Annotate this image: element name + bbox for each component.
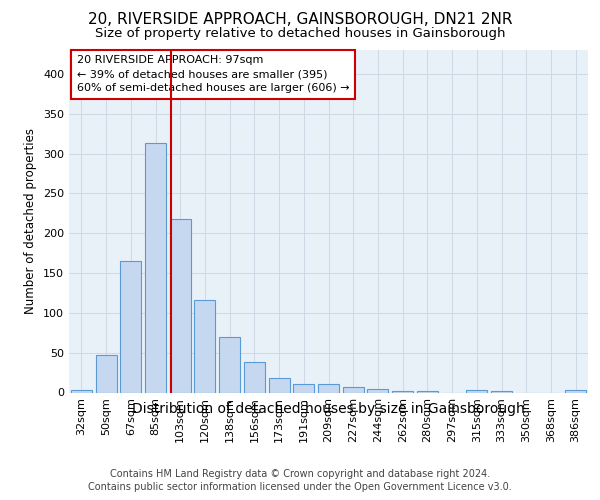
Bar <box>170 219 191 392</box>
Bar <box>392 391 413 392</box>
Text: Size of property relative to detached houses in Gainsborough: Size of property relative to detached ho… <box>95 28 505 40</box>
Bar <box>565 390 586 392</box>
Bar <box>417 391 438 392</box>
Text: Distribution of detached houses by size in Gainsborough: Distribution of detached houses by size … <box>133 402 525 416</box>
Bar <box>95 355 116 393</box>
Bar <box>71 390 92 392</box>
Bar <box>194 300 215 392</box>
Bar <box>318 384 339 392</box>
Bar <box>466 390 487 392</box>
Y-axis label: Number of detached properties: Number of detached properties <box>25 128 37 314</box>
Text: 20, RIVERSIDE APPROACH, GAINSBOROUGH, DN21 2NR: 20, RIVERSIDE APPROACH, GAINSBOROUGH, DN… <box>88 12 512 28</box>
Bar <box>120 261 141 392</box>
Bar <box>491 391 512 392</box>
Bar <box>145 143 166 392</box>
Text: Contains HM Land Registry data © Crown copyright and database right 2024.
Contai: Contains HM Land Registry data © Crown c… <box>88 470 512 492</box>
Bar <box>244 362 265 392</box>
Text: 20 RIVERSIDE APPROACH: 97sqm
← 39% of detached houses are smaller (395)
60% of s: 20 RIVERSIDE APPROACH: 97sqm ← 39% of de… <box>77 55 349 93</box>
Bar <box>293 384 314 392</box>
Bar <box>367 388 388 392</box>
Bar <box>269 378 290 392</box>
Bar <box>219 336 240 392</box>
Bar <box>343 387 364 392</box>
